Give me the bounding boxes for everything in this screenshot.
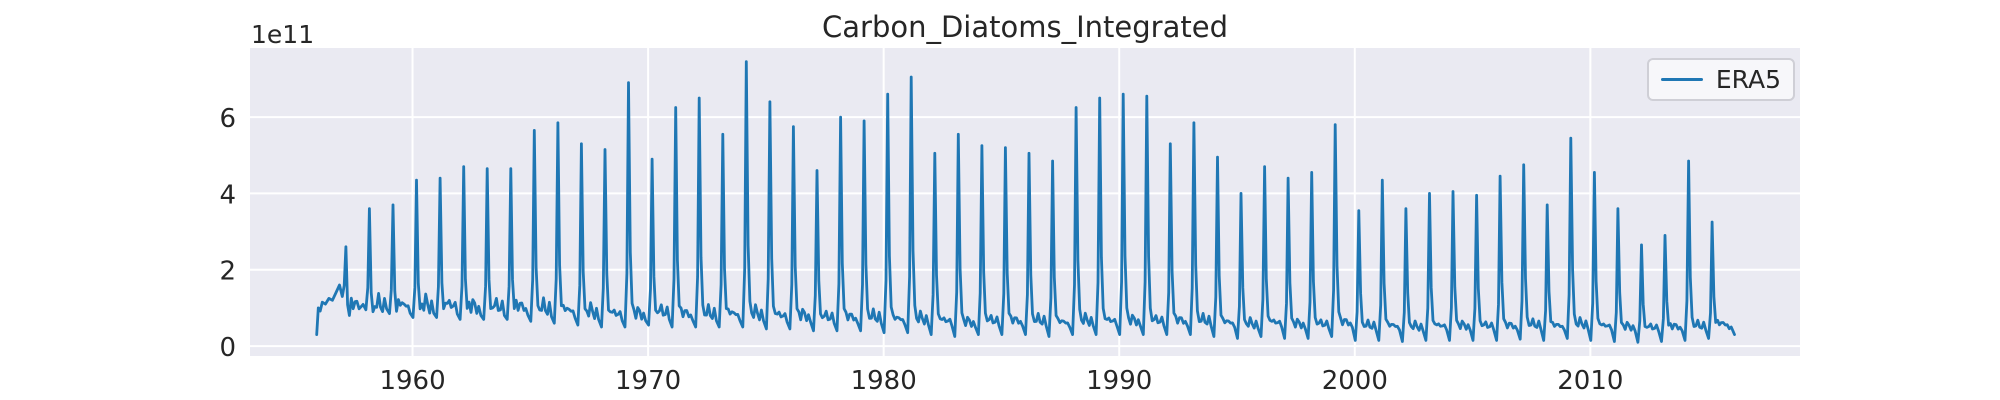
y-tick-label: 0 (219, 333, 236, 363)
y-tick-label: 2 (219, 257, 236, 287)
era5-series-line (315, 60, 1736, 344)
x-tick-label: 1960 (379, 366, 445, 396)
x-tick-label: 2010 (1557, 366, 1623, 396)
legend-label: ERA5 (1715, 65, 1781, 94)
chart-title: Carbon_Diatoms_Integrated (822, 10, 1228, 44)
x-tick-label: 1980 (851, 366, 917, 396)
x-tick-label: 1990 (1086, 366, 1152, 396)
y-tick-label: 4 (219, 180, 236, 210)
y-tick-label: 6 (219, 104, 236, 134)
legend: ERA5 (1647, 58, 1795, 101)
legend-line-sample (1661, 77, 1703, 82)
y-axis-offset-label: 1e11 (251, 20, 315, 49)
x-tick-label: 2000 (1322, 366, 1388, 396)
x-tick-label: 1970 (615, 366, 681, 396)
